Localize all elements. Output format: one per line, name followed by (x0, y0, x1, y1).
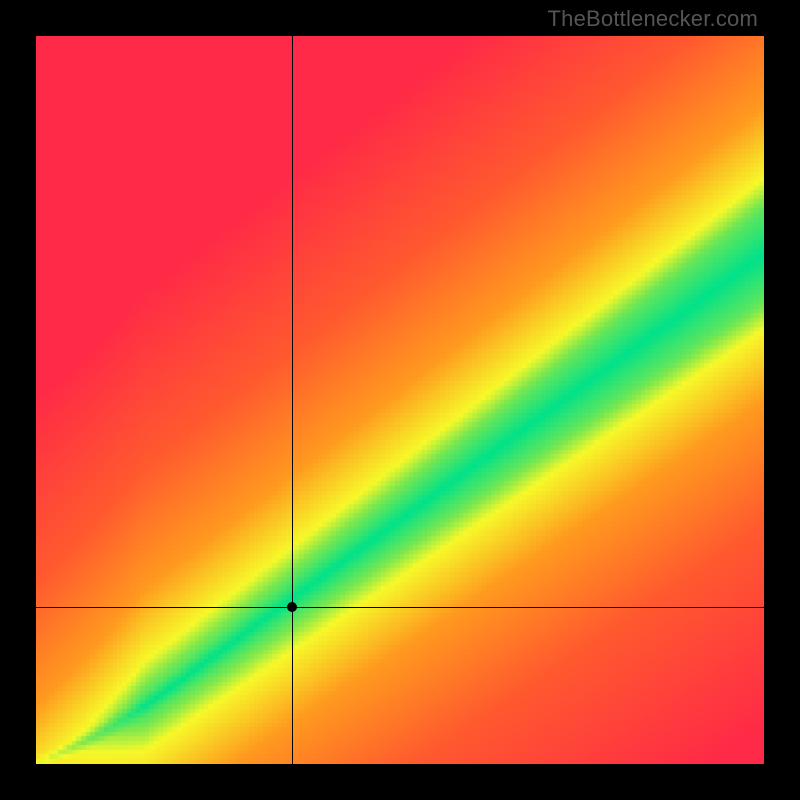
crosshair-marker-dot (287, 602, 297, 612)
bottleneck-heatmap (36, 36, 764, 764)
chart-frame (36, 36, 764, 764)
crosshair-horizontal (36, 607, 764, 608)
watermark-text: TheBottlenecker.com (548, 6, 758, 32)
crosshair-vertical (292, 36, 293, 764)
